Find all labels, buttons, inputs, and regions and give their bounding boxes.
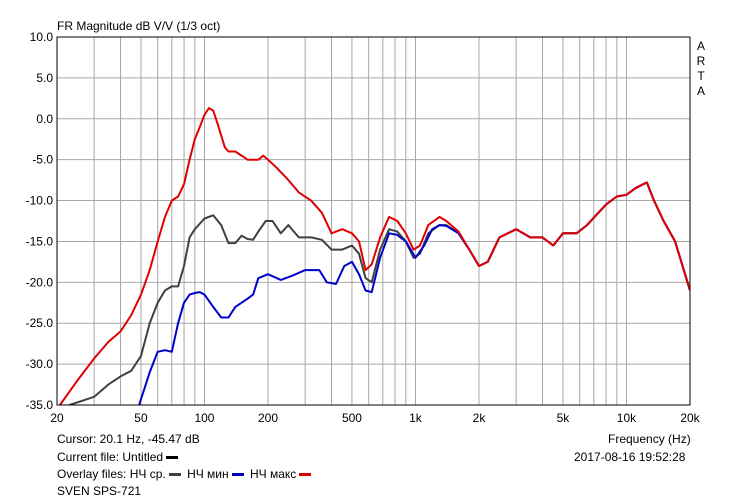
grid xyxy=(57,37,690,405)
overlay-label: НЧ ср. xyxy=(129,467,166,481)
cursor-readout: Cursor: 20.1 Hz, -45.47 dB xyxy=(57,432,200,446)
x-tick-label: 1k xyxy=(409,411,423,425)
overlay-label: НЧ макс xyxy=(249,467,297,481)
overlay-files: Overlay files: НЧ ср. НЧ мин НЧ макс xyxy=(57,467,312,482)
overlay-label: НЧ мин xyxy=(187,467,229,481)
series-line xyxy=(58,107,690,405)
x-tick-label: 50 xyxy=(134,411,148,425)
y-tick-label: -15.0 xyxy=(26,234,54,248)
y-tick-label: -25.0 xyxy=(26,316,54,330)
footer-label: SVEN SPS-721 xyxy=(57,484,142,498)
current-file-label: Current file: Untitled xyxy=(57,450,164,464)
y-tick-label: -20.0 xyxy=(26,275,54,289)
watermark-letter: T xyxy=(697,69,705,83)
y-tick-label: -5.0 xyxy=(32,153,53,167)
plot-frame xyxy=(56,36,691,406)
y-tick-label: -35.0 xyxy=(26,398,54,412)
y-tick-label: -10.0 xyxy=(26,194,54,208)
y-tick-label: 5.0 xyxy=(36,71,53,85)
overlay-swatch xyxy=(299,473,312,477)
x-tick-label: 2k xyxy=(473,411,487,425)
x-tick-label: 100 xyxy=(194,411,214,425)
y-tick-label: 0.0 xyxy=(36,112,53,126)
overlay-item: НЧ мин xyxy=(187,467,244,481)
overlay-item: НЧ ср. xyxy=(130,467,181,481)
x-tick-label: 20 xyxy=(50,411,64,425)
y-tick-label: -30.0 xyxy=(26,357,54,371)
overlay-prefix: Overlay files: xyxy=(57,467,127,481)
x-tick-label: 10k xyxy=(617,411,637,425)
y-axis-ticks: 10.0 5.0 0.0 -5.0 -10.0 -15.0 -20.0 -25.0 -30.0 -… xyxy=(26,30,54,412)
x-tick-label: 200 xyxy=(258,411,278,425)
overlay-swatch xyxy=(168,473,181,477)
overlay-item: НЧ макс xyxy=(249,467,312,481)
chart-title: FR Magnitude dB V/V (1/3 oct) xyxy=(57,19,220,33)
x-axis-ticks: 20 50 100 200 500 1k 2k 5k 10k 20k xyxy=(50,411,700,425)
watermark-letter: A xyxy=(697,39,705,53)
x-tick-label: 20k xyxy=(680,411,700,425)
x-axis-label: Frequency (Hz) xyxy=(608,432,691,446)
series-lines xyxy=(58,107,690,405)
watermark-letter: A xyxy=(697,84,705,98)
y-tick-label: 10.0 xyxy=(30,30,54,44)
current-file-swatch xyxy=(166,456,179,460)
overlay-swatch xyxy=(231,473,244,477)
x-tick-label: 5k xyxy=(557,411,571,425)
current-file: Current file: Untitled xyxy=(57,450,179,465)
watermark-letter: R xyxy=(697,54,706,68)
plot-background xyxy=(57,37,690,405)
timestamp: 2017-08-16 19:52:28 xyxy=(574,450,686,464)
x-tick-label: 500 xyxy=(342,411,362,425)
